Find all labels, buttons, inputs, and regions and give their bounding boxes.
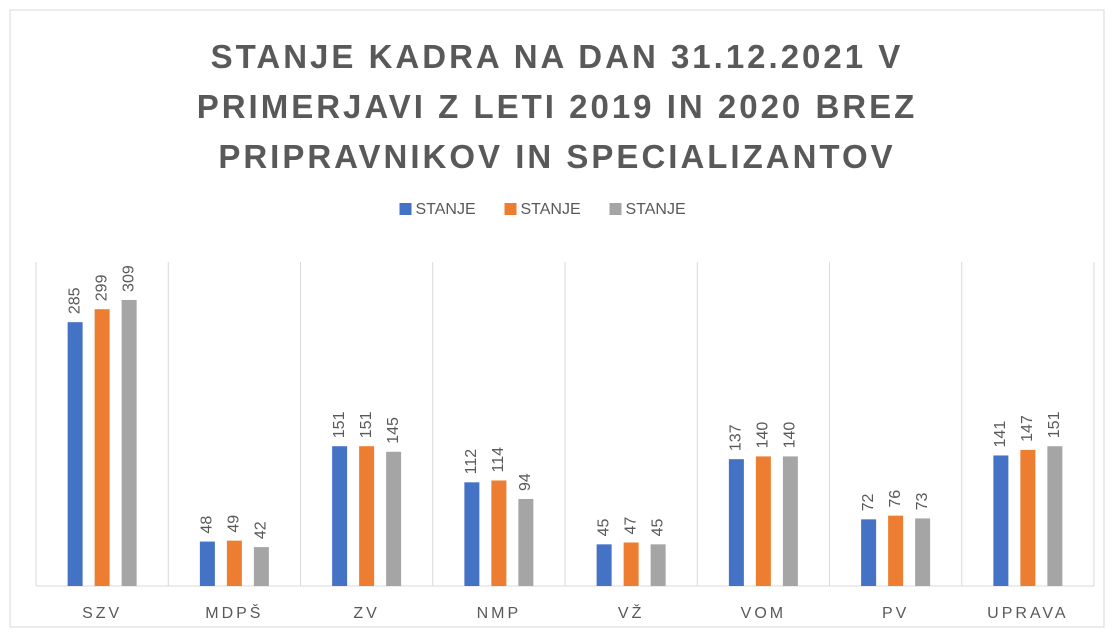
- x-tick-label: SZV: [82, 605, 122, 622]
- x-tick-label: PV: [882, 605, 909, 622]
- data-label: 112: [463, 449, 480, 475]
- x-tick-label: NMP: [477, 605, 522, 622]
- bar: [464, 482, 480, 586]
- data-label: 49: [226, 515, 243, 533]
- data-label: 73: [914, 493, 931, 511]
- bar: [1020, 449, 1036, 586]
- data-label: 151: [358, 411, 375, 438]
- legend-swatch: [399, 203, 412, 215]
- x-tick-label: VOM: [741, 605, 786, 622]
- bar: [993, 455, 1009, 586]
- data-label: 45: [649, 518, 666, 536]
- data-label: 299: [93, 274, 110, 301]
- bar: [596, 544, 612, 586]
- x-tick-label: VŽ: [618, 603, 644, 622]
- bar: [650, 544, 666, 586]
- data-label: 151: [331, 411, 348, 438]
- data-label: 48: [199, 516, 216, 534]
- data-label: 285: [66, 287, 83, 314]
- data-label: 151: [1046, 411, 1063, 438]
- chart-title: STANJE KADRA NA DAN 31.12.2021 V PRIMERJ…: [196, 38, 918, 175]
- data-label: 145: [385, 417, 402, 444]
- bar: [332, 446, 348, 586]
- bar: [915, 518, 931, 586]
- bar: [623, 542, 639, 586]
- bar: [359, 446, 375, 586]
- legend-label: STANJE: [521, 201, 581, 218]
- bar: [386, 451, 402, 586]
- data-label: 72: [860, 493, 877, 511]
- bar: [888, 515, 904, 586]
- legend-swatch: [609, 203, 622, 215]
- x-tick-label: UPRAVA: [987, 605, 1068, 622]
- bar: [755, 456, 771, 586]
- bar: [94, 309, 110, 586]
- data-label: 76: [887, 490, 904, 508]
- bar: [782, 456, 798, 586]
- bar: [491, 480, 507, 586]
- bar: [121, 299, 137, 586]
- data-label: 137: [728, 424, 745, 451]
- bar: [253, 547, 269, 586]
- legend-label: STANJE: [416, 201, 476, 218]
- data-label: 45: [595, 518, 612, 536]
- data-label: 47: [622, 517, 639, 535]
- data-label: 140: [782, 422, 799, 449]
- bar: [199, 541, 215, 586]
- data-label: 141: [992, 421, 1009, 448]
- legend-label: STANJE: [626, 201, 686, 218]
- x-tick-label: ZV: [353, 605, 379, 622]
- bar: [861, 519, 877, 586]
- data-label: 42: [253, 521, 270, 539]
- bar: [1047, 446, 1063, 586]
- bar: [728, 459, 744, 586]
- data-label: 147: [1019, 415, 1036, 442]
- data-label: 114: [490, 447, 507, 473]
- bar: [518, 498, 534, 586]
- x-tick-label: MDPŠ: [205, 603, 263, 622]
- data-label: 140: [755, 422, 772, 449]
- legend-swatch: [504, 203, 517, 215]
- bar: [67, 322, 83, 586]
- bar: [226, 540, 242, 586]
- data-label: 309: [120, 265, 137, 292]
- data-label: 94: [517, 473, 534, 491]
